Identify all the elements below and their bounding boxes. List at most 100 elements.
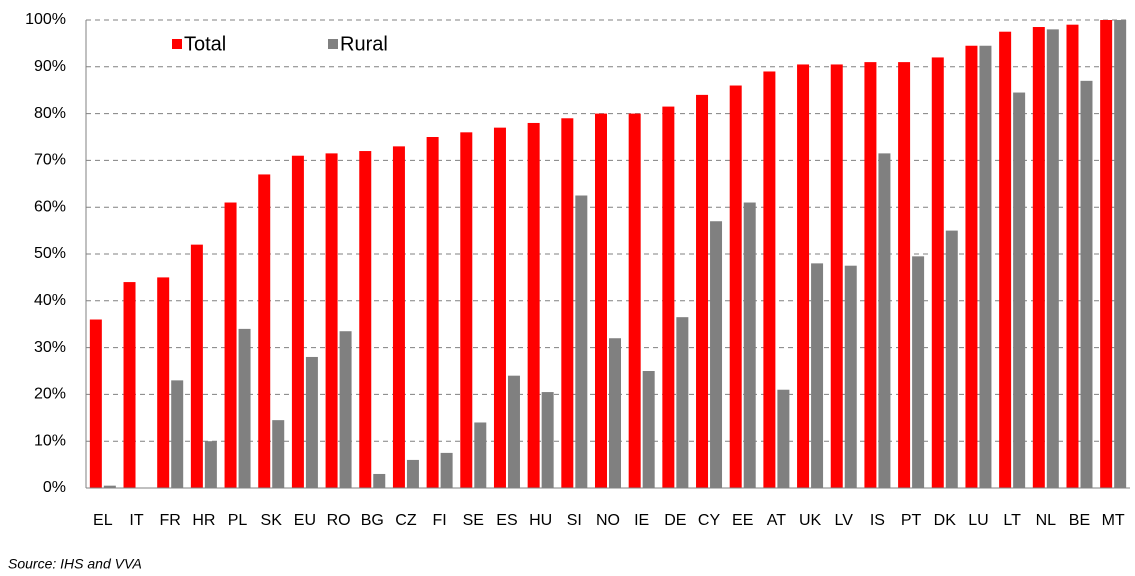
bar: [1100, 20, 1113, 488]
bar: [830, 64, 843, 489]
x-tick-label: EE: [732, 512, 753, 529]
x-tick-label: NO: [596, 512, 620, 529]
y-tick-label: 70%: [34, 152, 66, 169]
bar: [729, 85, 742, 489]
x-tick-label: IS: [870, 512, 885, 529]
x-tick-label: IT: [129, 512, 143, 529]
bar: [507, 375, 520, 488]
bar: [864, 62, 877, 489]
bar: [157, 277, 170, 488]
bar: [628, 113, 641, 488]
bar: [204, 441, 217, 488]
bar: [426, 137, 439, 488]
bar: [103, 485, 116, 488]
x-tick-label: SI: [567, 512, 582, 529]
bar: [1032, 27, 1045, 489]
x-tick-label: ES: [496, 512, 517, 529]
bar: [527, 122, 540, 489]
x-tick-label: BG: [361, 512, 384, 529]
bar: [912, 256, 925, 488]
x-tick-label: NL: [1036, 512, 1057, 529]
x-tick-label: AT: [767, 512, 786, 529]
bar: [440, 452, 453, 488]
bar: [305, 356, 318, 488]
bar: [595, 113, 607, 488]
y-tick-label: 100%: [25, 11, 66, 28]
bar: [339, 331, 352, 488]
bar: [561, 118, 574, 488]
x-tick-label: EU: [294, 512, 316, 529]
y-tick-label: 30%: [34, 339, 66, 356]
x-tick-label: UK: [799, 512, 822, 529]
bar: [999, 31, 1012, 488]
bar: [676, 317, 689, 488]
bar: [190, 244, 203, 488]
x-tick-label: DK: [934, 512, 957, 529]
x-tick-label: SK: [261, 512, 283, 529]
bar: [1066, 24, 1079, 489]
bar: [359, 151, 372, 489]
x-tick-label: EL: [93, 512, 113, 529]
bar: [743, 202, 756, 488]
legend-label: Total: [184, 33, 226, 55]
bar: [258, 174, 271, 488]
x-tick-label: BE: [1069, 512, 1090, 529]
bar: [575, 195, 588, 488]
bar: [373, 473, 386, 488]
bar: [797, 64, 810, 489]
bar: [493, 127, 506, 488]
bar: [1114, 20, 1127, 488]
x-tick-label: LU: [968, 512, 988, 529]
legend-swatch: [172, 39, 182, 49]
bar: [965, 45, 978, 489]
bar: [406, 459, 419, 488]
bar: [931, 57, 944, 488]
x-tick-label: HR: [192, 512, 215, 529]
y-tick-label: 10%: [34, 432, 66, 449]
bar: [474, 422, 487, 488]
x-tick-label: HU: [529, 512, 552, 529]
bar: [238, 328, 251, 488]
bar: [89, 319, 102, 488]
bar: [291, 155, 304, 488]
bar: [171, 380, 184, 488]
x-tick-label: LT: [1003, 512, 1021, 529]
bar: [979, 45, 992, 489]
x-tick-label: RO: [327, 512, 351, 529]
y-tick-label: 60%: [34, 198, 66, 215]
x-tick-label: IE: [634, 512, 649, 529]
x-tick-label: PL: [228, 512, 248, 529]
x-tick-label: DE: [664, 512, 686, 529]
bar: [710, 221, 723, 489]
x-tick-label: CY: [698, 512, 721, 529]
bar: [541, 392, 554, 488]
x-tick-label: PT: [901, 512, 922, 529]
bar: [811, 263, 824, 488]
x-tick-label: FR: [160, 512, 181, 529]
y-tick-label: 80%: [34, 105, 66, 122]
x-tick-label: MT: [1102, 512, 1125, 529]
bar: [696, 94, 709, 488]
bar: [460, 132, 473, 488]
bar: [224, 202, 237, 488]
bar: [1046, 29, 1059, 489]
legend-label: Rural: [340, 33, 388, 55]
x-tick-label: CZ: [395, 512, 417, 529]
y-tick-label: 20%: [34, 386, 66, 403]
y-tick-label: 50%: [34, 245, 66, 262]
bar: [878, 153, 891, 488]
legend-swatch: [328, 39, 338, 49]
bar: [945, 230, 958, 488]
bar: [1013, 92, 1026, 488]
y-tick-label: 40%: [34, 292, 66, 309]
bar: [272, 420, 285, 488]
bar: [642, 371, 655, 488]
bar: [844, 265, 857, 488]
bar: [325, 153, 338, 488]
bar: [392, 146, 405, 489]
bar: [763, 71, 776, 488]
bar: [662, 106, 675, 488]
y-tick-label: 0%: [43, 479, 66, 496]
